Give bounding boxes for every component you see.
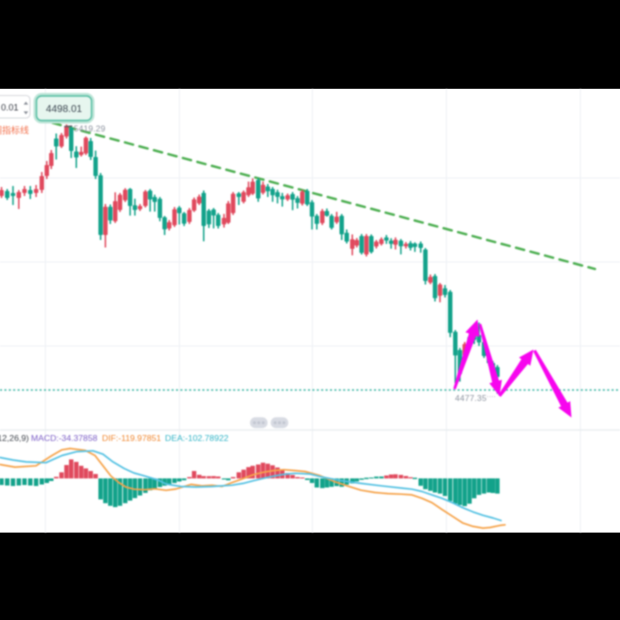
svg-text:MACD:-34.37858: MACD:-34.37858 xyxy=(31,433,98,443)
svg-text:0.01: 0.01 xyxy=(1,102,19,112)
svg-text:4498.01: 4498.01 xyxy=(46,104,83,115)
svg-text:····: ···· xyxy=(487,394,496,401)
svg-text:DIF:-119.97851: DIF:-119.97851 xyxy=(102,433,161,443)
svg-text:调指标线: 调指标线 xyxy=(0,125,29,136)
svg-text:(12,26,9): (12,26,9) xyxy=(0,433,29,443)
svg-text:4477.35: 4477.35 xyxy=(455,393,487,403)
svg-text:DEA:-102.78922: DEA:-102.78922 xyxy=(165,433,229,443)
svg-text:5419.29: 5419.29 xyxy=(74,123,106,133)
